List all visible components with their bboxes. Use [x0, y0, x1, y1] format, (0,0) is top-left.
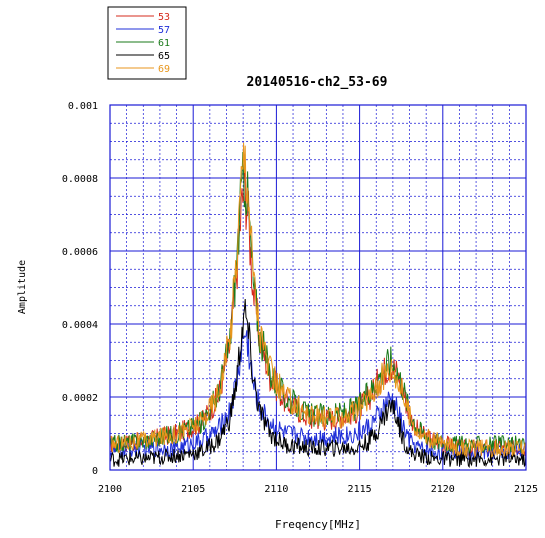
y-tick-label: 0.001	[68, 101, 98, 112]
y-tick-label: 0.0008	[62, 174, 98, 185]
x-tick-label: 2100	[98, 484, 122, 495]
x-tick-label: 2105	[181, 484, 205, 495]
x-tick-labels: 2100 2105 2110 2115 2120 2125	[98, 484, 538, 495]
grid-major	[110, 105, 526, 470]
y-tick-label: 0.0006	[62, 247, 98, 258]
plot-frame	[109, 104, 527, 471]
y-axis-label: Amplitude	[17, 260, 28, 314]
legend: 53 57 61 65 69	[116, 12, 170, 75]
x-tick-label: 2125	[514, 484, 538, 495]
series-group	[109, 142, 527, 468]
y-tick-labels: 0 0.0002 0.0004 0.0006 0.0008 0.001	[62, 101, 98, 477]
legend-label-69: 69	[158, 64, 170, 75]
legend-box	[107, 6, 187, 80]
x-tick-label: 2120	[431, 484, 455, 495]
x-tick-label: 2115	[348, 484, 372, 495]
legend-label-65: 65	[158, 51, 170, 62]
series-line-65	[109, 298, 527, 468]
legend-label-57: 57	[158, 25, 170, 36]
legend-label-61: 61	[158, 38, 170, 49]
y-tick-label: 0.0004	[62, 320, 98, 331]
y-tick-label: 0.0002	[62, 393, 98, 404]
chart-title: 20140516-ch2_53-69	[247, 75, 388, 90]
series-line-69	[109, 142, 527, 459]
x-tick-label: 2110	[264, 484, 288, 495]
y-tick-label: 0	[92, 466, 98, 477]
legend-label-53: 53	[158, 12, 170, 23]
x-axis-label: Freqency[MHz]	[275, 518, 361, 531]
